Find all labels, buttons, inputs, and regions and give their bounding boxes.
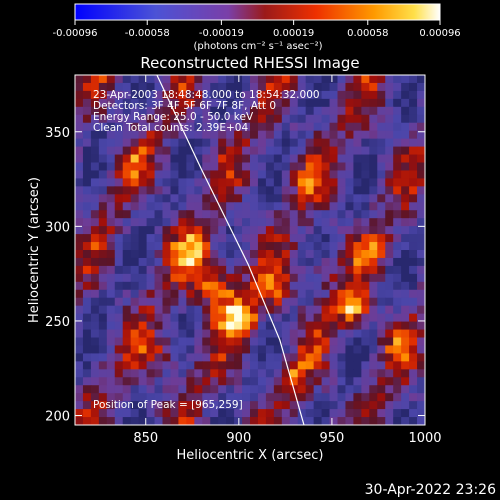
colorbar-tick-label: -0.00058 [125,28,170,39]
y-tick-label: 300 [45,220,70,235]
colorbar-tick-label: 0.00058 [347,28,388,39]
x-tick-label: 900 [226,431,251,446]
info-annotations: 23-Apr-2003 18:48:48.000 to 18:54:32.000… [93,89,320,134]
annotation-time-range: 23-Apr-2003 18:48:48.000 to 18:54:32.000 [93,89,320,101]
colorbar-tick-label: -0.00096 [53,28,98,39]
y-tick-label: 350 [45,126,70,141]
solar-limb-curve [156,75,305,425]
timestamp: 30-Apr-2022 23:26 [365,482,496,498]
heatmap-image [75,75,425,425]
x-tick-label: 1000 [408,431,441,446]
y-axis: 200 250 300 350 [45,126,425,425]
y-axis-label: Heliocentric Y (arcsec) [27,177,42,323]
y-tick-label: 250 [45,315,70,330]
peak-position-label: Position of Peak = [965,259] [93,399,243,411]
annotation-energy-range: Energy Range: 25.0 - 50.0 keV [93,111,254,123]
x-tick-label: 850 [133,431,158,446]
plot-frame [74,74,426,426]
chart-title: Reconstructed RHESSI Image [140,54,359,72]
colorbar-unit-label: (photons cm⁻² s⁻¹ asec⁻²) [193,41,322,52]
colorbar [74,3,441,21]
colorbar-tick-label: -0.00019 [199,28,244,39]
annotation-detectors: Detectors: 3F 4F 5F 6F 7F 8F, Att 0 [93,100,276,112]
x-tick-label: 950 [320,431,345,446]
colorbar-tick-label: 0.00096 [419,28,460,39]
colorbar-tick-label: 0.00019 [273,28,314,39]
y-tick-label: 200 [45,410,70,425]
x-axis: 850 900 950 1000 [133,75,442,446]
x-axis-label: Heliocentric X (arcsec) [177,448,324,463]
annotation-clean-counts: Clean Total counts: 2.39E+04 [93,122,248,134]
colorbar-ticks: -0.00096 -0.00058 -0.00019 0.00019 0.00058 0.… [53,20,461,39]
